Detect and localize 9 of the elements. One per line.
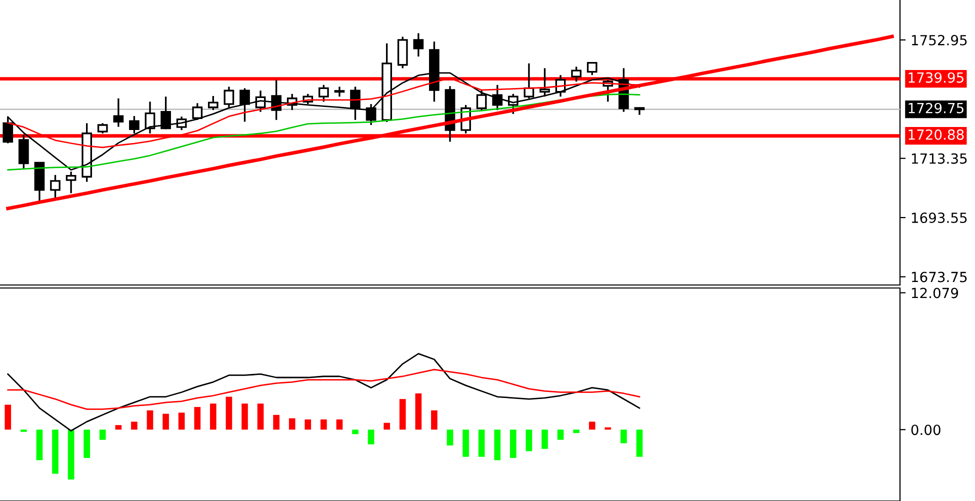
ref-line-label: 1720.88 [908,129,964,140]
y-tick-label: 1693.55 [912,212,967,224]
y-tick-label: 1713.35 [912,153,967,164]
y-tick-label: 12.079 [912,288,958,298]
ref-line-label: 1729.75 [908,102,964,114]
y-tick-label: 0.00 [911,424,940,436]
ref-line-label: 1739.95 [908,72,964,83]
y-tick-label: 1673.75 [912,272,967,282]
y-tick-label: 1752.95 [912,34,967,46]
